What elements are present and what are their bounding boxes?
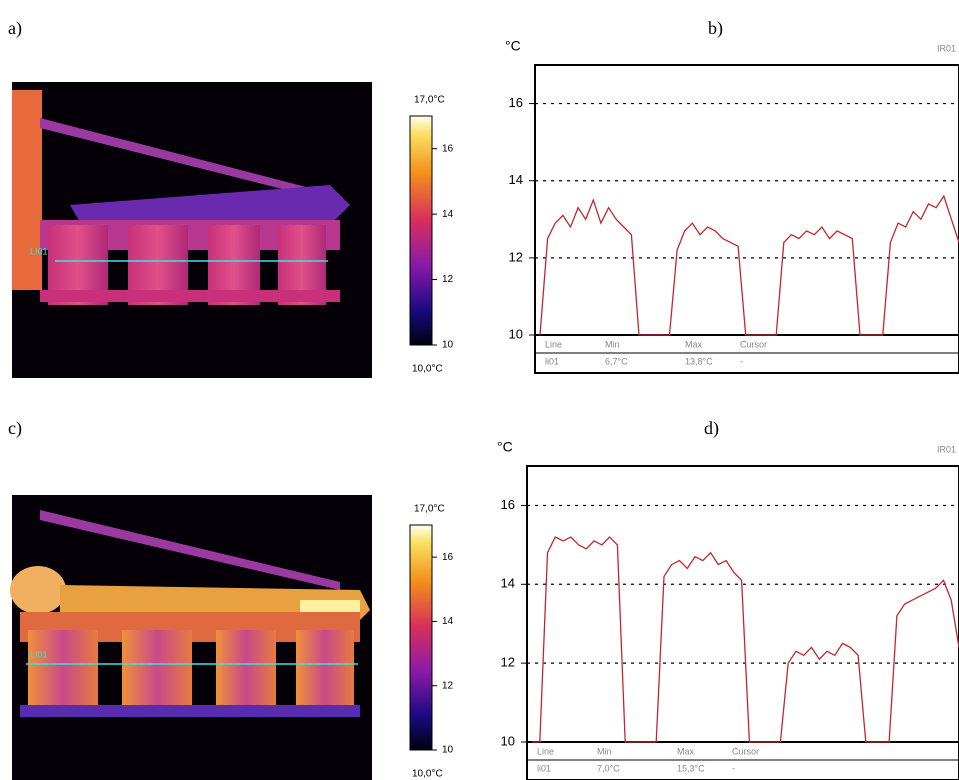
data-line — [532, 536, 959, 743]
y-tick-label: 10 — [501, 733, 515, 748]
panel-label: c) — [8, 418, 22, 439]
thermal-image — [10, 495, 372, 780]
colorbar — [409, 524, 433, 751]
colorbar-tick-label: 10 — [442, 340, 454, 351]
y-tick-label: 10 — [509, 326, 523, 341]
table-cell: li01 — [537, 763, 551, 773]
colorbar-tick-label: 12 — [442, 274, 454, 285]
colorbar-max-label: 17,0°C — [414, 95, 445, 106]
table-header: Line — [545, 339, 562, 349]
plot-frame — [526, 465, 959, 780]
colorbar-tick-label: 14 — [442, 616, 454, 627]
table-header: Max — [677, 746, 695, 756]
colorbar-min-label: 10,0°C — [412, 364, 443, 375]
y-tick-label: 16 — [501, 497, 515, 512]
y-tick-label: 16 — [509, 95, 523, 110]
plot-frame — [534, 64, 959, 374]
table-header: Min — [605, 339, 620, 349]
table-header: Min — [597, 746, 612, 756]
table-header: Cursor — [732, 746, 759, 756]
table-cell: 7,0°C — [597, 763, 620, 773]
table-header: Line — [537, 746, 554, 756]
colorbar-tick-label: 10 — [442, 745, 454, 756]
profile-label: LI01 — [30, 649, 48, 659]
colorbar-max-label: 17,0°C — [414, 504, 445, 515]
panel-label: a) — [8, 18, 22, 39]
y-tick-label: 14 — [509, 172, 523, 187]
table-cell: li01 — [545, 356, 559, 366]
table-header: Cursor — [740, 339, 767, 349]
colorbar-tick-label: 12 — [442, 680, 454, 691]
colorbar-tick-label: 16 — [442, 143, 454, 154]
y-axis-label: °C — [505, 38, 521, 54]
table-cell: 6,7°C — [605, 356, 628, 366]
table-cell: - — [732, 763, 735, 773]
y-tick-label: 14 — [501, 576, 515, 591]
panel-label: d) — [704, 418, 719, 439]
table-header: Max — [685, 339, 703, 349]
colorbar — [409, 115, 433, 346]
panel-label: b) — [708, 18, 723, 39]
colorbar-min-label: 10,0°C — [412, 769, 443, 780]
table-cell: 15,3°C — [677, 763, 705, 773]
data-line — [539, 194, 959, 336]
corner-label: IR01 — [937, 43, 956, 53]
corner-label: IR01 — [937, 444, 956, 454]
y-tick-label: 12 — [501, 655, 515, 670]
y-tick-label: 12 — [509, 249, 523, 264]
table-cell: - — [740, 356, 743, 366]
thermal-image — [12, 82, 372, 378]
colorbar-tick-label: 14 — [442, 209, 454, 220]
profile-label: LI01 — [30, 246, 48, 256]
colorbar-tick-label: 16 — [442, 552, 454, 563]
table-cell: 13,8°C — [685, 356, 713, 366]
y-axis-label: °C — [497, 439, 513, 455]
